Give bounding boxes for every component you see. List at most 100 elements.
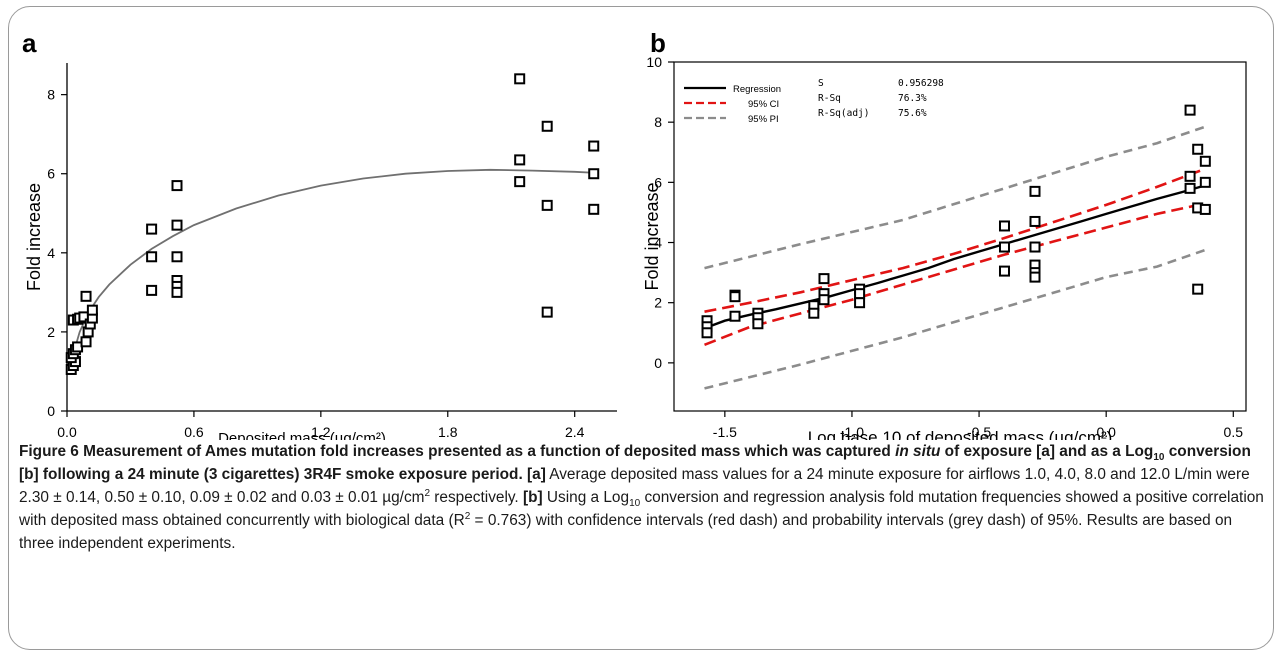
caption-title: Figure 6 Measurement of Ames mutation fo… xyxy=(19,443,1251,483)
data-point xyxy=(541,306,553,318)
data-point xyxy=(854,288,866,300)
x-tick-label: 1.8 xyxy=(438,424,458,440)
y-tick-label: 0 xyxy=(47,403,55,419)
caption-b-tag: [b] xyxy=(522,489,543,506)
stat-value: 0.956298 xyxy=(898,78,944,89)
data-point xyxy=(514,73,526,85)
stat-value: 76.3% xyxy=(898,93,927,104)
caption-b-text2: conversion and regression analysis fold … xyxy=(19,489,1264,529)
data-point xyxy=(514,176,526,188)
y-tick-label: 8 xyxy=(47,87,55,103)
x-tick-label: 1.2 xyxy=(311,424,331,440)
pi-upper-line xyxy=(704,125,1206,270)
x-tick-label: 2.4 xyxy=(565,424,585,440)
y-tick-label: 0 xyxy=(654,355,662,371)
data-point xyxy=(1184,182,1196,194)
data-point xyxy=(171,251,183,263)
data-point xyxy=(171,180,183,192)
data-point xyxy=(146,223,158,235)
data-point xyxy=(1184,104,1196,116)
figure-charts: a b 0.0 0.6 1.2 1.8 2.4 0 2 4 6 8 Deposited mass (… xyxy=(22,28,1247,440)
data-point xyxy=(541,199,553,211)
stat-label: R-Sq(adj) xyxy=(818,108,869,119)
plot-axes xyxy=(66,63,617,412)
stat-value: 75.6% xyxy=(898,108,927,119)
data-point xyxy=(1192,283,1204,295)
pi-lower-line xyxy=(704,248,1206,390)
data-point xyxy=(171,219,183,231)
data-point xyxy=(854,297,866,309)
data-point xyxy=(1199,203,1211,215)
x-axis-label: Log base 10 of deposited mass (µg/cm²) xyxy=(808,428,1113,440)
data-point xyxy=(1199,176,1211,188)
stat-label: R-Sq xyxy=(818,93,841,104)
data-point xyxy=(588,203,600,215)
y-tick-label: 6 xyxy=(47,166,55,182)
x-tick-label: -1.5 xyxy=(713,424,737,440)
data-point xyxy=(541,120,553,132)
caption-b-text3: = 0.763) with confidence intervals (red … xyxy=(19,512,1233,552)
data-point xyxy=(729,310,741,322)
y-axis-label: Fold increase xyxy=(24,183,44,291)
x-tick-label: 0.0 xyxy=(57,424,77,440)
caption-a-tag: [a] xyxy=(527,466,546,483)
stat-label: S xyxy=(818,78,824,89)
data-point xyxy=(1029,215,1041,227)
data-point xyxy=(514,154,526,166)
data-point xyxy=(752,318,764,330)
legend-label: 95% CI xyxy=(748,99,779,110)
panel-a-chart: 0.0 0.6 1.2 1.8 2.4 0 2 4 6 8 Deposited mass (µg/c… xyxy=(24,63,617,440)
caption-a-sup: 2 xyxy=(424,487,431,499)
caption-a-end: respectively. xyxy=(430,489,519,506)
data-point xyxy=(1184,170,1196,182)
x-tick-label: -1.0 xyxy=(840,424,864,440)
data-point xyxy=(818,273,830,285)
regression-line xyxy=(704,184,1206,330)
data-point xyxy=(1029,241,1041,253)
data-point xyxy=(998,220,1010,232)
data-point xyxy=(146,284,158,296)
plot-frame xyxy=(673,61,1247,412)
data-point xyxy=(1029,185,1041,197)
data-point xyxy=(146,251,158,263)
data-point xyxy=(1199,155,1211,167)
caption-b-text1: Using a Log xyxy=(542,489,630,506)
figure-frame xyxy=(8,6,1274,650)
panel-a-label: a xyxy=(22,28,37,58)
data-point xyxy=(1192,143,1204,155)
caption-a-text: Average deposited mass values for a 24 m… xyxy=(19,466,1250,506)
panel-b-chart: -1.5 -1.0 -0.5 0.0 0.5 0 2 4 6 8 10 Log base 10 of … xyxy=(642,54,1247,440)
caption-title-pre: Figure 6 Measurement of Ames mutation fo… xyxy=(19,443,896,460)
data-point xyxy=(1029,271,1041,283)
y-tick-label: 4 xyxy=(654,235,662,251)
data-point xyxy=(80,290,92,302)
figure-caption: Figure 6 Measurement of Ames mutation fo… xyxy=(19,440,1264,555)
y-tick-label: 6 xyxy=(654,174,662,190)
y-tick-label: 2 xyxy=(47,324,55,340)
caption-b-sub: 10 xyxy=(629,498,641,510)
legend-label: Regression xyxy=(733,84,781,95)
caption-b-sup: 2 xyxy=(464,510,471,522)
y-tick-label: 4 xyxy=(47,245,55,261)
legend-label: 95% PI xyxy=(748,114,779,125)
caption-title-post: conversion [b] following a 24 minute (3 … xyxy=(19,443,1251,483)
data-point xyxy=(171,286,183,298)
data-point xyxy=(80,336,92,348)
caption-title-mid: of exposure [a] and as a Log xyxy=(940,443,1154,460)
data-point xyxy=(588,140,600,152)
data-point xyxy=(998,265,1010,277)
y-tick-label: 10 xyxy=(646,54,662,70)
data-point xyxy=(86,304,98,316)
data-point xyxy=(808,307,820,319)
data-point xyxy=(818,294,830,306)
caption-title-sub: 10 xyxy=(1153,452,1165,464)
data-point xyxy=(701,327,713,339)
panel-b-label: b xyxy=(650,28,666,58)
data-point xyxy=(588,168,600,180)
x-tick-label: 0.6 xyxy=(184,424,204,440)
y-tick-label: 2 xyxy=(654,295,662,311)
y-tick-label: 8 xyxy=(654,114,662,130)
caption-title-italic: in situ xyxy=(895,443,941,460)
x-tick-label: -0.5 xyxy=(967,424,991,440)
ci-upper-line xyxy=(704,167,1206,313)
